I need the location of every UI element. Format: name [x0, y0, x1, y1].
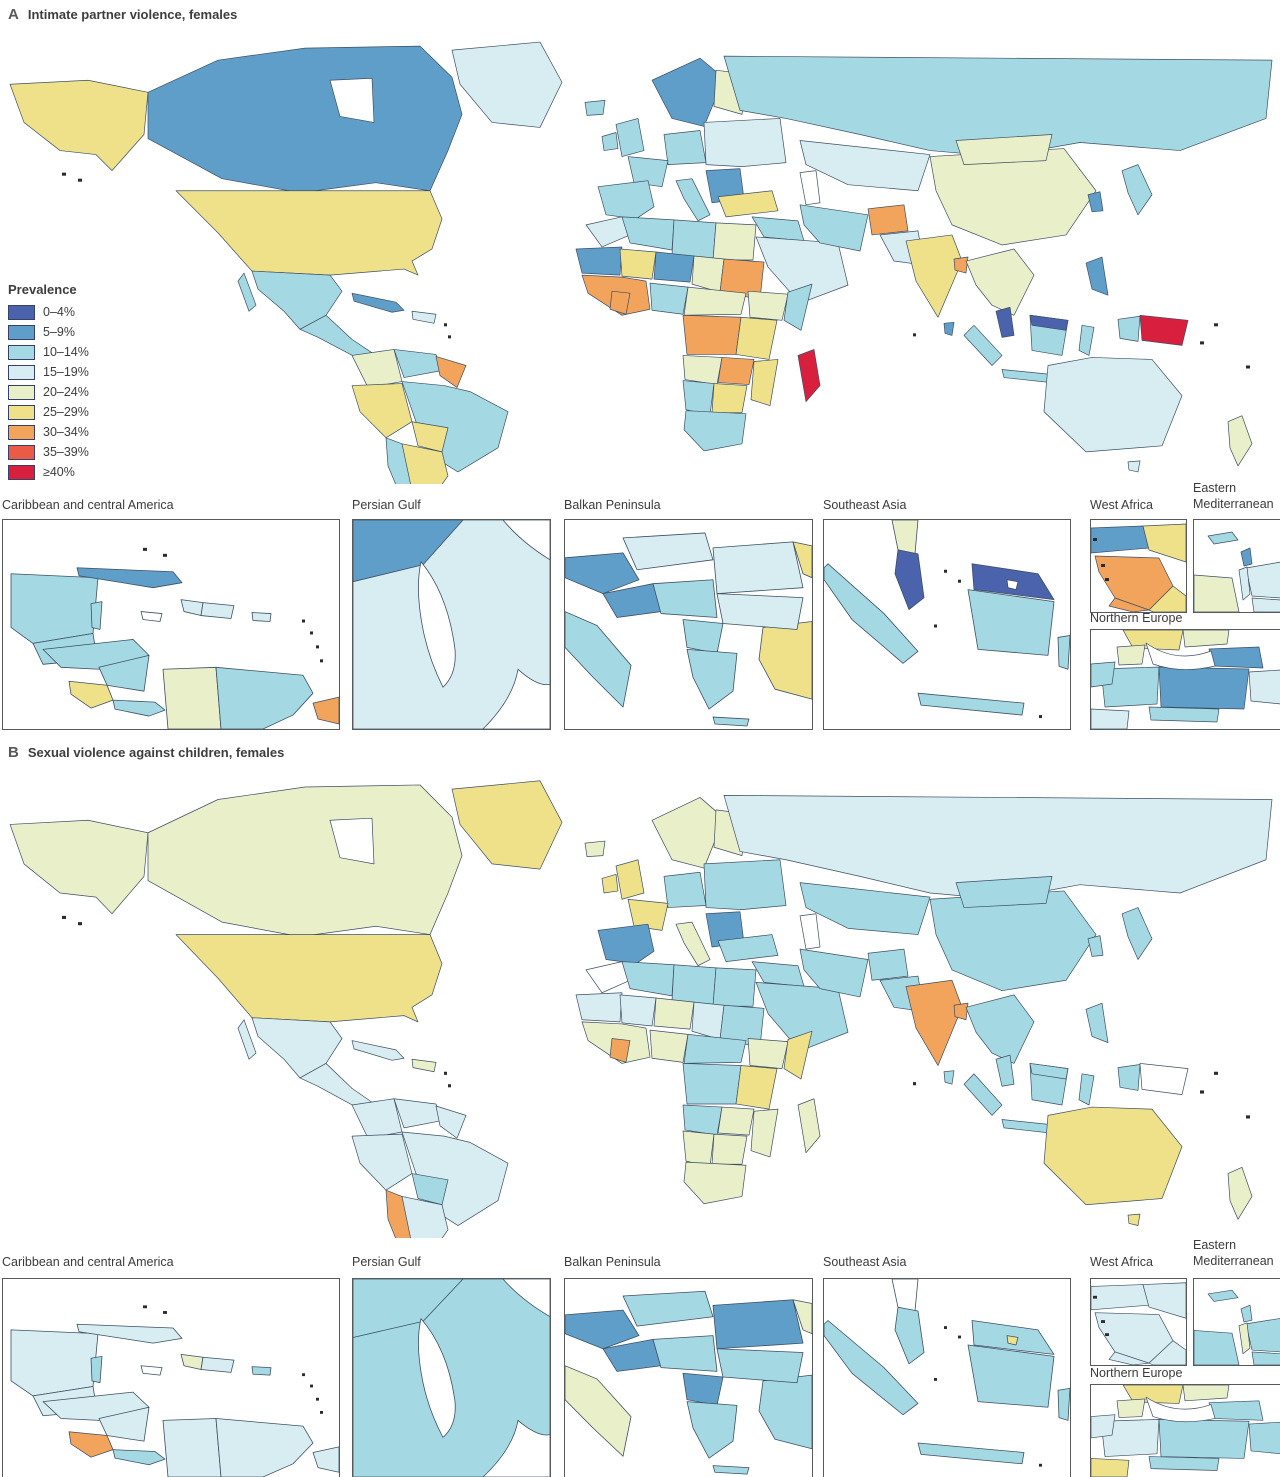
persian-gulf-map	[353, 1279, 550, 1477]
legend-item: 10–14%	[8, 342, 89, 362]
inset-northern-europe-b	[1090, 1384, 1280, 1477]
southeast-asia-map	[824, 520, 1070, 719]
legend-item: 35–39%	[8, 442, 89, 462]
balkan-map	[565, 1290, 812, 1475]
small-islands	[62, 172, 1250, 369]
eastern-mediterranean-map	[1194, 531, 1280, 612]
legend-item-label: ≥40%	[43, 465, 75, 479]
world-map-b	[0, 760, 1280, 1238]
inset-southeast-asia-a	[823, 519, 1071, 730]
legend-title: Prevalence	[8, 282, 77, 297]
legend-item-label: 0–4%	[43, 305, 75, 319]
caribbean-map	[10, 547, 339, 729]
inset-caribbean-b	[2, 1278, 340, 1477]
legend-swatch	[8, 324, 35, 340]
legend-item: 30–34%	[8, 422, 89, 442]
inset-label-northern-europe-a: Northern Europe	[1090, 611, 1183, 625]
legend-item-label: 10–14%	[43, 345, 89, 359]
legend-item: 15–19%	[8, 362, 89, 382]
caribbean-map	[10, 1305, 339, 1477]
inset-balkan-b	[564, 1278, 813, 1477]
persian-gulf-map	[353, 520, 550, 729]
inset-caribbean-a	[2, 519, 340, 730]
legend-swatch	[8, 344, 35, 360]
eastern-mediterranean-map	[1194, 1289, 1280, 1365]
inset-label-southeast-asia-b: Southeast Asia	[823, 1255, 907, 1269]
legend-item: 5–9%	[8, 322, 89, 342]
legend-swatch	[8, 404, 35, 420]
legend-swatch	[8, 424, 35, 440]
inset-label-persian-gulf-b: Persian Gulf	[352, 1255, 421, 1269]
legend-items: 0–4% 5–9% 10–14% 15–19% 20–24% 25–29% 30–34% 35…	[8, 302, 89, 482]
legend-swatch	[8, 384, 35, 400]
west-africa-map	[1091, 523, 1186, 612]
inset-west-africa-a	[1090, 519, 1187, 613]
legend-item-label: 15–19%	[43, 365, 89, 379]
panel-a-title: A Intimate partner violence, females	[8, 6, 237, 23]
inset-label-eastern-mediterranean-a: Eastern Mediterranean	[1193, 481, 1274, 511]
inset-label-balkan-b: Balkan Peninsula	[564, 1255, 661, 1269]
balkan-map	[565, 532, 812, 727]
world-map	[9, 780, 1273, 1238]
world-map-a	[0, 22, 1280, 484]
inset-persian-gulf-a	[352, 519, 551, 730]
inset-northern-europe-a	[1090, 629, 1280, 730]
legend-item-label: 35–39%	[43, 445, 89, 459]
west-africa-map	[1091, 1282, 1186, 1365]
legend-item: 25–29%	[8, 402, 89, 422]
legend-swatch	[8, 444, 35, 460]
inset-eastern-mediterranean-b	[1193, 1278, 1280, 1366]
panel-a-title-text: Intimate partner violence, females	[27, 7, 238, 22]
southeast-asia-map	[824, 1279, 1070, 1467]
legend-item-label: 5–9%	[43, 325, 75, 339]
panel-b-title-text: Sexual violence against children, female…	[27, 745, 285, 760]
inset-label-west-africa-b: West Africa	[1090, 1255, 1153, 1269]
legend-swatch	[8, 364, 35, 380]
inset-label-persian-gulf-a: Persian Gulf	[352, 498, 421, 512]
inset-west-africa-b	[1090, 1278, 1187, 1366]
legend-item-label: 25–29%	[43, 405, 89, 419]
inset-label-caribbean-a: Caribbean and central America	[2, 498, 174, 512]
inset-label-west-africa-a: West Africa	[1090, 498, 1153, 512]
panel-a-letter: A	[8, 6, 19, 23]
inset-label-balkan-a: Balkan Peninsula	[564, 498, 661, 512]
inset-eastern-mediterranean-a	[1193, 519, 1280, 613]
prevalence-legend: Prevalence 0–4% 5–9% 10–14% 15–19% 20–24% 25–…	[8, 280, 93, 484]
legend-item: ≥40%	[8, 462, 89, 482]
small-islands	[62, 915, 1250, 1119]
panel-b-title: B Sexual violence against children, femal…	[8, 744, 284, 761]
inset-label-northern-europe-b: Northern Europe	[1090, 1366, 1183, 1380]
legend-swatch	[8, 464, 35, 480]
inset-label-eastern-mediterranean-b: Eastern Mediterranean	[1193, 1238, 1274, 1268]
inset-label-caribbean-b: Caribbean and central America	[2, 1255, 174, 1269]
inset-balkan-a	[564, 519, 813, 730]
legend-item-label: 30–34%	[43, 425, 89, 439]
legend-item: 20–24%	[8, 382, 89, 402]
world-map	[9, 41, 1273, 484]
northern-europe-map	[1091, 1385, 1280, 1477]
legend-swatch	[8, 304, 35, 320]
panel-b-letter: B	[8, 744, 19, 761]
legend-item-label: 20–24%	[43, 385, 89, 399]
inset-label-southeast-asia-a: Southeast Asia	[823, 498, 907, 512]
inset-southeast-asia-b	[823, 1278, 1071, 1477]
inset-persian-gulf-b	[352, 1278, 551, 1477]
legend-item: 0–4%	[8, 302, 89, 322]
northern-europe-map	[1091, 630, 1280, 729]
